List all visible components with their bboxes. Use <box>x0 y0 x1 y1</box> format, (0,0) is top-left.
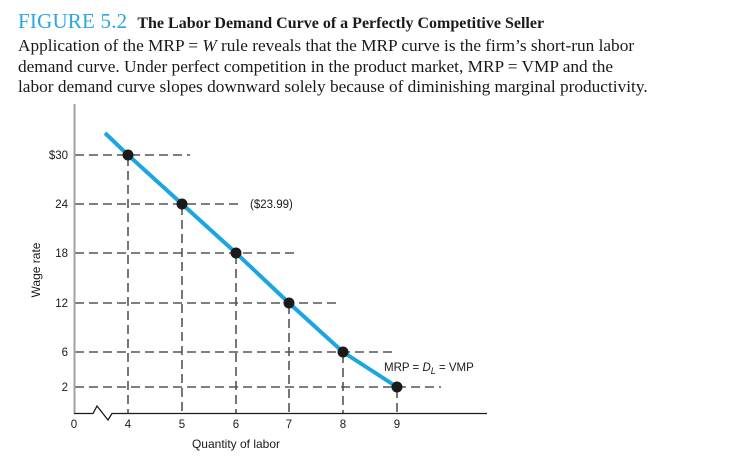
x-tick-labels: 0 4 5 6 7 8 9 <box>71 419 400 431</box>
point-4-30 <box>122 149 134 161</box>
description-line-2: demand curve. Under perfect competition … <box>18 56 614 76</box>
point-7-12 <box>283 297 295 309</box>
x-axis-title: Quantity of labor <box>192 437 280 451</box>
y-axis-title: Wage rate <box>29 242 43 297</box>
point-8-6 <box>337 346 349 358</box>
y-tick-12: 12 <box>55 298 68 310</box>
y-tick-2: 2 <box>62 382 68 394</box>
description-italic-w: W <box>202 36 217 55</box>
horizontal-gridlines <box>75 154 441 388</box>
y-tick-30: $30 <box>49 150 68 162</box>
description-text: rule reveals that the MRP curve is the f… <box>216 36 635 55</box>
figure-description: Application of the MRP = W rule reveals … <box>18 36 728 98</box>
y-tick-6: 6 <box>62 347 68 359</box>
curve-label-d: D <box>422 362 430 374</box>
y-tick-labels: $30 24 18 12 6 2 <box>49 150 69 394</box>
x-tick-7: 7 <box>286 419 292 431</box>
curve-label-vmp: = VMP <box>436 362 474 374</box>
curve-label: MRP = DL = VMP <box>384 362 474 376</box>
x-tick-4: 4 <box>125 419 132 431</box>
demand-curve <box>103 131 399 389</box>
description-text: Application of the MRP = <box>18 36 203 55</box>
x-tick-0: 0 <box>71 419 77 431</box>
description-line-3: labor demand curve slopes downward solel… <box>18 77 648 96</box>
vertical-gridlines <box>127 157 398 413</box>
data-points <box>122 149 403 393</box>
y-tick-24: 24 <box>55 199 68 211</box>
x-tick-9: 9 <box>394 419 400 431</box>
x-tick-6: 6 <box>233 419 239 431</box>
point-5-24 <box>176 198 188 210</box>
y-tick-18: 18 <box>55 248 68 260</box>
figure-number: FIGURE 5.2 <box>18 9 128 33</box>
curve-label-mrp: MRP = <box>384 362 422 374</box>
point-6-18 <box>230 247 242 259</box>
curve-label-subscript: L <box>431 366 436 376</box>
point-9-2 <box>391 381 403 393</box>
figure-caption: FIGURE 5.2 The Labor Demand Curve of a Pe… <box>18 10 728 98</box>
x-axis-with-break <box>74 404 487 422</box>
figure-title: The Labor Demand Curve of a Perfectly Co… <box>137 15 545 32</box>
x-tick-5: 5 <box>179 419 185 431</box>
price-annotation: ($23.99) <box>250 199 293 211</box>
description-line-1: Application of the MRP = W rule reveals … <box>18 36 728 57</box>
x-tick-8: 8 <box>340 419 346 431</box>
figure-heading: FIGURE 5.2 The Labor Demand Curve of a Pe… <box>18 10 728 35</box>
